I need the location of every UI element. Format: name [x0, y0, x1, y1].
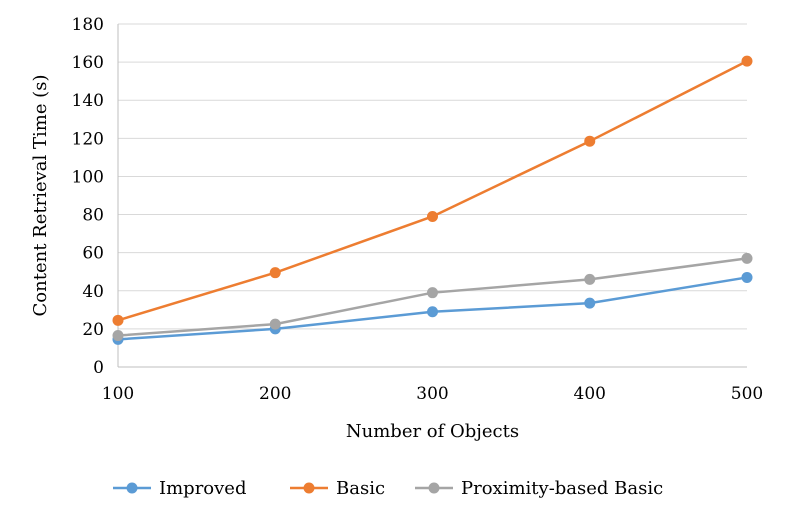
y-tick-label: 20 [82, 320, 104, 340]
data-point [427, 210, 438, 222]
x-tick-label: 300 [416, 384, 448, 404]
legend-label: Proximity-based Basic [461, 478, 663, 499]
data-point [741, 252, 753, 264]
data-point [269, 267, 281, 279]
y-tick-label: 140 [72, 91, 104, 111]
x-tick-label: 500 [731, 384, 763, 404]
y-tick-label: 160 [72, 53, 104, 73]
legend-label: Basic [336, 478, 385, 499]
x-tick-label: 400 [574, 384, 606, 404]
legend-swatch-marker [126, 482, 138, 494]
legend-item: Proximity-based Basic [415, 478, 663, 499]
data-point [427, 287, 438, 299]
y-tick-label: 120 [72, 129, 104, 149]
x-tick-label: 100 [102, 384, 134, 404]
y-axis-tick-labels: 0 20 40 60 80 100 120 140 160 180 [72, 15, 104, 378]
data-point [269, 318, 281, 330]
y-tick-label: 60 [82, 244, 104, 264]
legend-swatch-marker [428, 482, 440, 494]
data-point [741, 271, 753, 283]
legend-item: Basic [290, 478, 385, 499]
y-tick-label: 40 [82, 282, 104, 302]
y-tick-label: 100 [72, 167, 104, 187]
series-1 [112, 271, 753, 345]
y-axis-title: Content Retrieval Time (s) [30, 75, 51, 317]
data-point [427, 306, 438, 318]
y-tick-label: 0 [93, 358, 104, 378]
y-tick-label: 180 [72, 15, 104, 35]
series-group [112, 55, 753, 345]
data-point [584, 135, 596, 147]
data-point [112, 330, 124, 342]
legend-item: Improved [113, 478, 247, 499]
legend-label: Improved [159, 478, 247, 499]
data-point [741, 55, 753, 67]
legend-swatch-marker [303, 482, 315, 494]
data-point [584, 297, 596, 309]
data-point [584, 273, 596, 285]
y-tick-label: 80 [82, 206, 104, 226]
series-2 [112, 55, 753, 326]
legend: Improved Basic Proximity-based Basic [113, 478, 663, 499]
x-axis-title: Number of Objects [346, 421, 519, 442]
x-tick-label: 200 [259, 384, 291, 404]
series-3 [112, 252, 753, 342]
data-point [112, 314, 124, 326]
x-axis-tick-labels: 100 200 300 400 500 [102, 384, 763, 404]
